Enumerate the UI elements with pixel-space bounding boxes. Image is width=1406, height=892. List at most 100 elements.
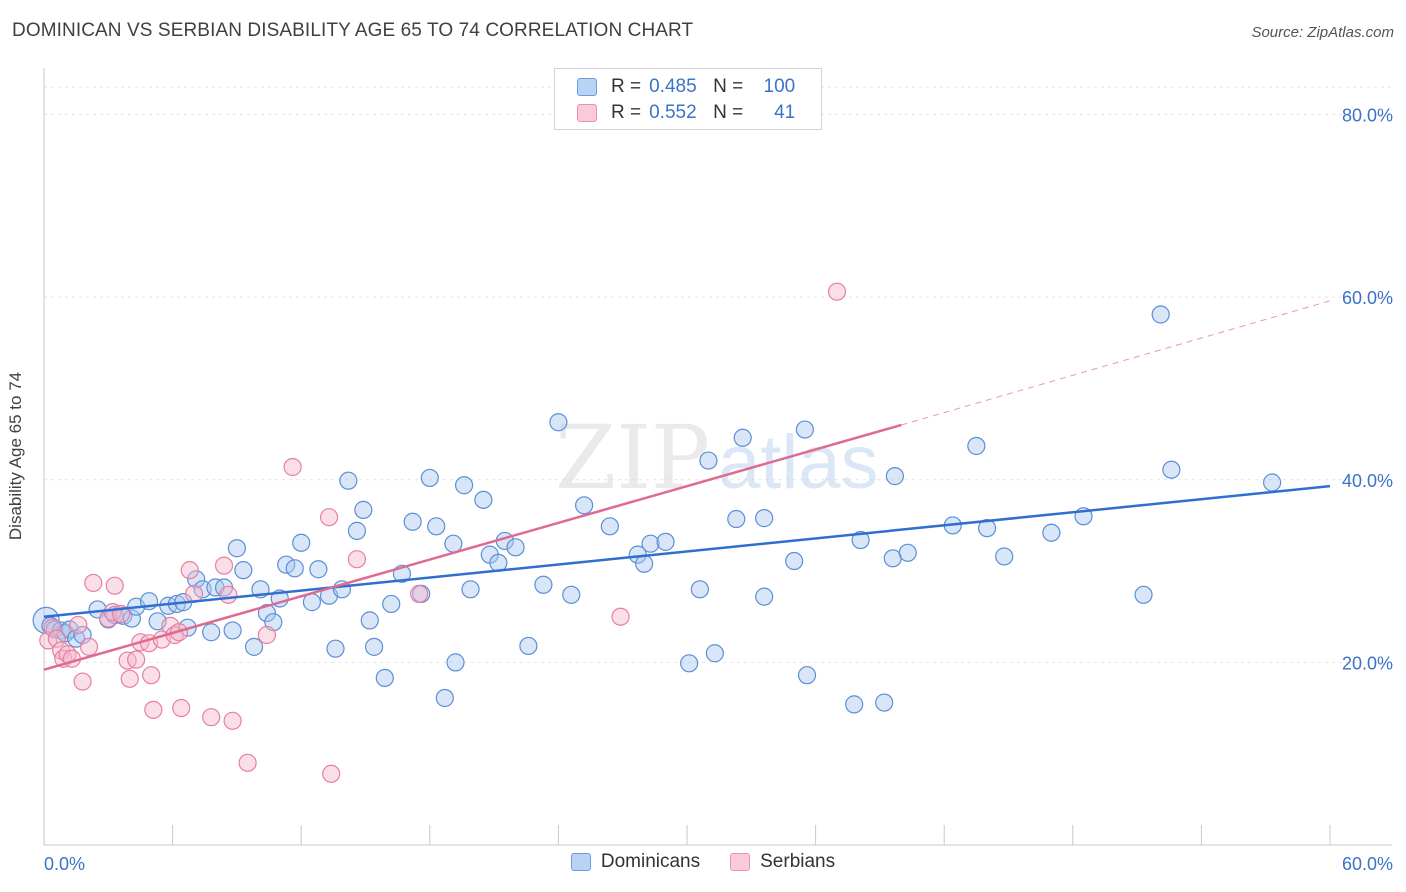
dominican-point	[885, 467, 905, 486]
dominican-point	[427, 517, 446, 536]
source-label: Source: ZipAtlas.com	[1251, 24, 1394, 41]
legend-n-value: 100	[763, 76, 796, 97]
dominican-point	[797, 666, 817, 685]
dominican-point	[435, 688, 454, 708]
dominican-point	[977, 519, 997, 538]
legend-r-value: 0.552	[649, 102, 697, 123]
dominican-point	[364, 637, 384, 656]
dominican-point	[285, 559, 304, 578]
dominicans-swatch	[577, 78, 597, 96]
dominican-point	[474, 490, 493, 509]
y-tick-label: 40.0%	[1342, 471, 1393, 491]
dominican-point	[454, 476, 474, 495]
dominican-point	[122, 609, 141, 628]
serbian-point	[827, 282, 847, 301]
dominican-point	[244, 637, 264, 656]
dominican-point	[354, 500, 373, 519]
serbian-point	[142, 666, 161, 685]
dominican-point	[845, 695, 864, 714]
dominican-point	[420, 468, 439, 488]
legend-row-serbians: R = 0.552 N = 41	[577, 101, 795, 125]
dominican-point	[562, 585, 581, 604]
dominican-point	[727, 509, 746, 529]
dominican-point	[227, 539, 246, 558]
dominican-point	[795, 420, 814, 439]
serbian-point	[257, 625, 277, 645]
y-tick-label: 20.0%	[1342, 653, 1393, 673]
legend-item-serbians[interactable]: Serbians	[730, 851, 835, 873]
dominican-point	[699, 451, 718, 470]
serbian-point	[172, 698, 191, 718]
dominican-point	[347, 521, 367, 540]
legend-r-label: R =	[611, 102, 642, 123]
dominican-point	[446, 653, 465, 672]
serbian-point	[73, 672, 92, 691]
dominican-point	[339, 471, 358, 490]
dominican-point	[1263, 473, 1282, 492]
legend-row-dominicans: R = 0.485 N = 100	[577, 75, 795, 99]
watermark-zip: ZIP	[555, 406, 710, 509]
dominican-point	[967, 436, 986, 456]
dominican-point	[995, 547, 1014, 566]
x-tick-label: 0.0%	[44, 854, 85, 874]
dominican-point	[257, 603, 277, 623]
dominican-point	[1134, 585, 1153, 604]
legend-n-label: N =	[713, 76, 744, 97]
serbian-point	[319, 508, 339, 527]
serbian-point	[84, 573, 103, 593]
dominican-point	[875, 693, 894, 712]
dominican-point	[705, 644, 724, 663]
dominican-point	[202, 623, 221, 642]
legend-label-dominicans: Dominicans	[600, 851, 701, 872]
dominican-point	[680, 654, 699, 673]
dominican-point	[292, 533, 311, 552]
dominican-point	[534, 575, 553, 594]
chart-title: DOMINICAN VS SERBIAN DISABILITY AGE 65 T…	[12, 20, 694, 41]
serbian-point	[180, 561, 199, 580]
dominican-point	[785, 551, 804, 571]
dominican-point	[234, 561, 253, 580]
legend-label-serbians: Serbians	[760, 851, 836, 872]
serbian-point	[79, 637, 99, 656]
serbian-point	[127, 650, 146, 669]
dominican-point	[223, 621, 242, 640]
serbian-point	[105, 576, 124, 595]
dominicans-legend-swatch	[570, 853, 591, 871]
serbian-point	[69, 615, 88, 635]
serbians-swatch	[577, 104, 597, 122]
serbian-point	[223, 711, 242, 730]
dominican-point	[1042, 523, 1061, 542]
serbian-point	[144, 700, 163, 719]
serbian-point	[214, 556, 234, 575]
serbian-point	[43, 618, 62, 637]
serbian-point	[347, 550, 367, 569]
series-legend: Dominicans Serbians	[0, 851, 1406, 873]
serbians-trend-line	[43, 423, 902, 671]
serbians-legend-swatch	[730, 853, 751, 871]
dominican-point	[755, 587, 774, 606]
dominican-point	[575, 496, 594, 515]
correlation-legend: R = 0.485 N = 100 R = 0.552 N = 41	[554, 68, 822, 130]
dominican-point	[733, 428, 752, 447]
dominican-point	[326, 639, 345, 658]
dominican-point	[1162, 460, 1181, 479]
dominican-point	[360, 611, 379, 630]
legend-r-value: 0.485	[649, 76, 697, 97]
data-points	[32, 282, 1282, 783]
dominican-point	[403, 512, 422, 531]
dominican-point	[635, 554, 654, 573]
serbian-point	[47, 629, 66, 648]
serbian-point	[238, 753, 257, 772]
tick-labels: 20.0% 40.0% 60.0% 80.0% 0.0% 60.0%	[44, 106, 1393, 874]
legend-item-dominicans[interactable]: Dominicans	[570, 851, 701, 873]
dominican-point	[187, 570, 206, 589]
legend-r-label: R =	[611, 76, 642, 97]
y-tick-label: 80.0%	[1342, 106, 1393, 126]
serbian-point	[322, 764, 341, 783]
dominican-point	[690, 580, 709, 599]
dominicans-trend-line	[43, 484, 1331, 618]
legend-n-value: 41	[774, 102, 796, 123]
serbian-point	[611, 607, 630, 626]
legend-n-label: N =	[713, 102, 744, 123]
